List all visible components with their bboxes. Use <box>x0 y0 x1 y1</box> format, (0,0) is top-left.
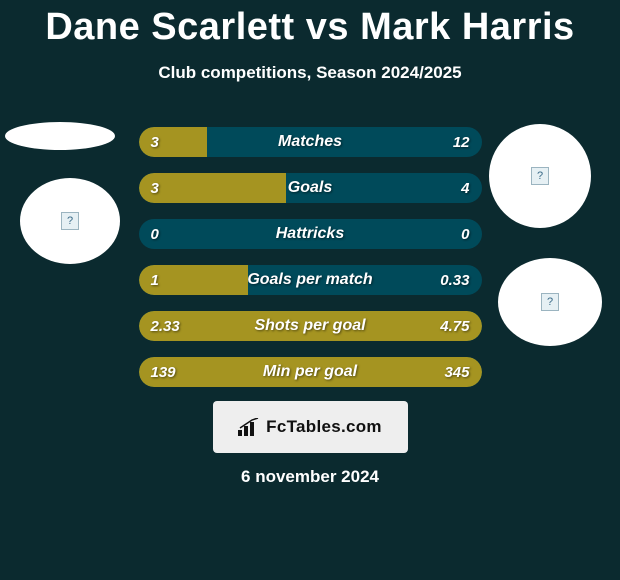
stat-label: Shots per goal <box>139 311 482 341</box>
stat-row: 3Goals4 <box>139 173 482 203</box>
placeholder-icon: ? <box>541 293 559 311</box>
stat-row: 0Hattricks0 <box>139 219 482 249</box>
stat-label: Hattricks <box>139 219 482 249</box>
stat-value-right: 0 <box>461 219 469 249</box>
stat-label: Matches <box>139 127 482 157</box>
decor-circle-bottom-right: ? <box>498 258 602 346</box>
placeholder-icon: ? <box>531 167 549 185</box>
stat-row: 2.33Shots per goal4.75 <box>139 311 482 341</box>
stat-value-right: 12 <box>453 127 470 157</box>
placeholder-icon: ? <box>61 212 79 230</box>
stat-value-right: 345 <box>444 357 469 387</box>
branding-text: FcTables.com <box>266 417 382 437</box>
stat-row: 139Min per goal345 <box>139 357 482 387</box>
stat-label: Goals <box>139 173 482 203</box>
stat-row: 3Matches12 <box>139 127 482 157</box>
stat-label: Min per goal <box>139 357 482 387</box>
decor-circle-bottom-left: ? <box>20 178 120 264</box>
stat-row: 1Goals per match0.33 <box>139 265 482 295</box>
stat-value-right: 0.33 <box>440 265 469 295</box>
decor-circle-top-right: ? <box>489 124 591 228</box>
page-subtitle: Club competitions, Season 2024/2025 <box>0 63 620 83</box>
decor-ellipse-left <box>5 122 115 150</box>
branding-box: FcTables.com <box>213 401 408 453</box>
chart-icon <box>238 418 260 436</box>
stat-label: Goals per match <box>139 265 482 295</box>
page-title: Dane Scarlett vs Mark Harris <box>0 0 620 49</box>
stat-value-right: 4.75 <box>440 311 469 341</box>
date-text: 6 november 2024 <box>0 467 620 487</box>
stat-value-right: 4 <box>461 173 469 203</box>
